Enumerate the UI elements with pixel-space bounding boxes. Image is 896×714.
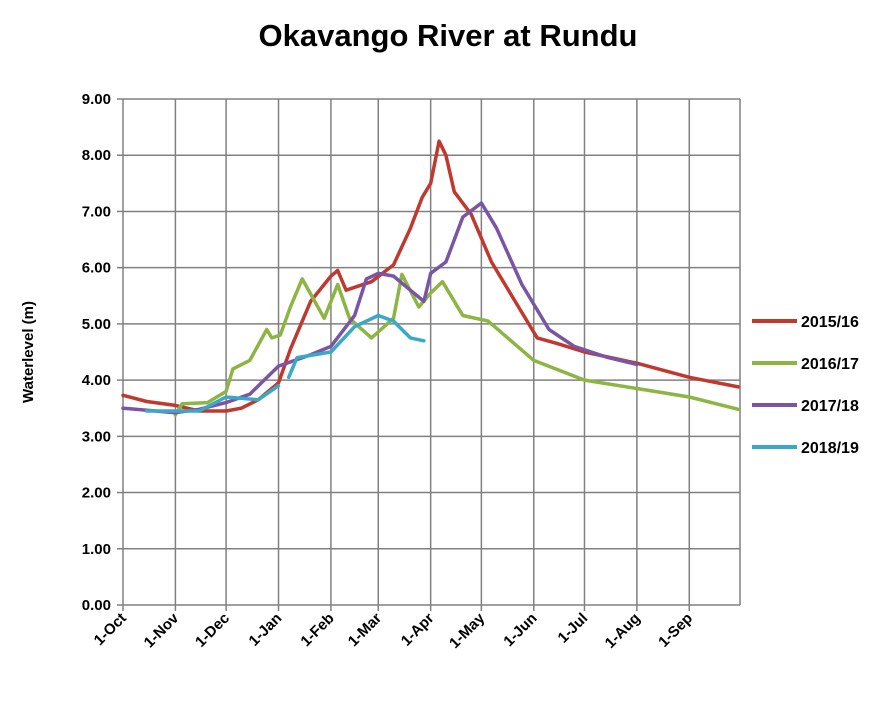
grid [122,98,741,611]
x-tick-label: 1-Jun [500,610,540,650]
series-line-2018-19 [286,313,426,380]
x-tick-label: 1-Oct [91,610,130,649]
legend-label: 2017/18 [801,398,859,415]
y-tick-label: 7.00 [82,203,111,220]
x-tick-label: 1-Nov [141,609,183,651]
x-tick-label: 1-Dec [192,610,233,651]
y-tick-label: 6.00 [82,260,111,277]
y-axis-label: Waterlevel (m) [20,301,37,403]
series-line-2017-18 [121,201,639,415]
x-tick-label: 1-Jul [555,610,592,647]
legend: 2015/16 2016/17 2017/18 2018/19 [752,314,859,457]
y-tick-label: 8.00 [82,147,111,164]
series-line-2018-19 [144,383,281,413]
y-tick-label: 4.00 [82,372,111,389]
legend-label: 2016/17 [801,356,859,373]
x-tick-label: 1-Mar [345,610,385,650]
y-tick-label: 3.00 [82,428,111,445]
x-tick-label: 1-Jan [246,610,286,650]
x-tick-label: 1-Aug [602,610,644,652]
y-tick-label: 5.00 [82,316,111,333]
y-tick-label: 0.00 [82,597,111,614]
x-tick-label: 1-May [446,609,489,652]
y-tick-label: 9.00 [82,91,111,108]
series-lines [121,139,741,417]
series-line-2015-16 [121,139,741,413]
x-tick-label: 1-Apr [398,610,438,650]
legend-label: 2018/19 [801,440,859,457]
chart-title: Okavango River at Rundu [258,18,638,53]
series-line-2016-17 [173,272,741,417]
legend-label: 2015/16 [801,314,859,331]
axes: 0.00 1.00 2.00 3.00 4.00 5.00 6.00 7.00 8.00 9.00… [82,91,696,652]
x-tick-label: 1-Feb [297,610,337,650]
y-tick-label: 1.00 [82,541,111,558]
x-tick-label: 1-Sep [655,610,696,651]
y-tick-label: 2.00 [82,485,111,502]
